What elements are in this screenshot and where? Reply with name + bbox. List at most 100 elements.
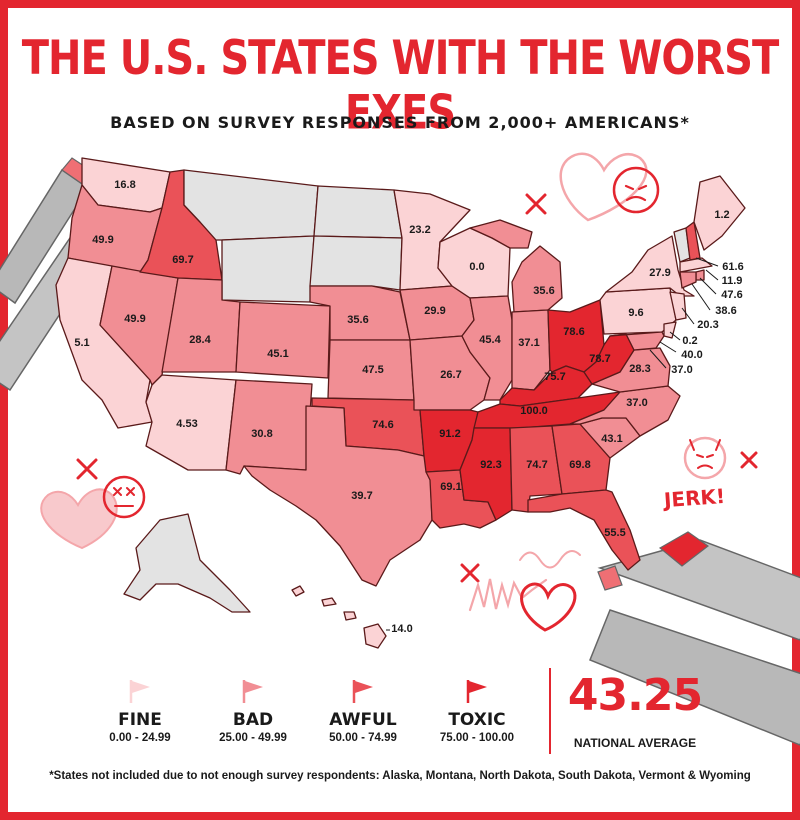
label-texas: 39.7 [351,490,372,502]
label-kansas: 47.5 [362,364,383,376]
flag-icon [129,680,150,703]
label-mississippi: 92.3 [480,459,501,471]
label-illinois: 45.4 [479,334,501,346]
label-arizona: 4.53 [176,418,197,430]
x-mark-icon [525,193,547,215]
state-labels: 16.8 49.9 5.1 49.9 69.7 28.4 4.53 45.1 3… [74,179,743,635]
legend-divider [549,668,551,754]
state-massachusetts [679,257,713,273]
state-maine [693,175,746,251]
label-new-mexico: 30.8 [251,428,272,440]
label-florida: 55.5 [604,527,625,539]
legend-item-bad: BAD 25.00 - 49.99 [203,678,303,758]
label-new-hampshire: 61.6 [722,261,743,273]
label-pennsylvania: 9.6 [628,307,643,319]
label-utah: 28.4 [189,334,211,346]
legend-item-fine: FINE 0.00 - 24.99 [90,678,190,758]
label-delaware: 0.2 [682,335,697,347]
flag-icon [242,680,263,703]
label-north-carolina: 37.0 [626,397,647,409]
legend-label: TOXIC [448,710,506,730]
state-north-carolina [569,385,681,437]
heart-doodle-left [40,488,118,550]
label-tennessee: 100.0 [520,405,548,417]
legend-range: 75.00 - 100.00 [439,732,515,744]
legend-range: 25.00 - 49.99 [219,732,287,744]
state-new-jersey [669,291,687,321]
label-washington: 16.8 [114,179,135,191]
legend-range: 50.00 - 74.99 [329,732,397,744]
state-hawaii [291,585,387,649]
jerk-doodle-text: JERK! [661,484,726,512]
label-kentucky: 75.7 [544,371,565,383]
state-texas [243,405,433,587]
scribble-doodle [468,578,548,612]
label-west-virginia: 78.7 [589,353,610,365]
label-south-carolina: 43.1 [601,433,622,445]
doodles: JERK! [40,152,758,632]
squiggle-doodle [519,550,581,569]
state-south-dakota [309,235,403,291]
label-colorado: 45.1 [267,348,288,360]
devil-face-icon [683,436,727,480]
legend-range: 0.00 - 24.99 [109,732,171,744]
x-mark-icon [460,563,480,583]
legend-label: BAD [232,710,274,730]
legend-item-awful: AWFUL 50.00 - 74.99 [313,678,413,758]
label-louisiana: 69.1 [440,481,461,493]
footnote: *States not included due to not enough s… [49,770,751,782]
label-district-of-columbia: 37.0 [671,364,692,376]
label-virginia: 28.3 [629,363,650,375]
state-maryland [609,331,665,351]
label-wisconsin: 0.0 [469,261,484,273]
marker-right [589,531,800,746]
label-new-jersey: 20.3 [697,319,718,331]
label-michigan: 35.6 [533,285,554,297]
label-minnesota: 23.2 [409,224,430,236]
state-michigan [469,219,563,313]
state-connecticut [679,271,697,289]
national-average-value: 43.25 [567,670,703,721]
label-rhode-island: 47.6 [721,289,742,301]
label-hawaii: 14.0 [391,623,412,635]
label-georgia: 69.8 [569,459,590,471]
label-new-york: 27.9 [649,267,670,279]
state-florida [527,489,641,571]
label-alabama: 74.7 [526,459,547,471]
states-layer [55,157,746,649]
state-new-mexico [225,379,313,475]
heart-doodle-top [559,152,648,222]
label-connecticut: 38.6 [715,305,736,317]
state-colorado [235,301,331,379]
state-alaska [123,513,251,613]
label-california: 5.1 [74,337,89,349]
label-oregon: 49.9 [92,234,113,246]
national-average-label: NATIONAL AVERAGE [573,736,697,750]
label-oklahoma: 74.6 [372,419,393,431]
legend-label: FINE [118,710,162,730]
x-mark-icon [740,451,758,469]
x-mark-icon [76,458,98,480]
label-maine: 1.2 [714,209,729,221]
label-indiana: 37.1 [518,337,539,349]
angry-face-icon [612,166,660,214]
page-subtitle: BASED ON SURVEY RESPONSES FROM 2,000+ AM… [110,113,690,132]
label-massachusetts: 11.9 [722,275,743,287]
label-iowa: 29.9 [424,305,445,317]
dizzy-face-icon [102,475,146,519]
legend-item-toxic: TOXIC 75.00 - 100.00 [422,678,532,758]
label-missouri: 26.7 [440,369,461,381]
label-arkansas: 91.2 [439,428,460,440]
flag-icon [466,680,487,703]
state-north-dakota [313,185,403,239]
page-title: THE U.S. STATES WITH THE WORST EXES [21,31,780,141]
state-wyoming [221,235,315,303]
state-illinois [461,295,513,401]
label-maryland: 40.0 [681,349,702,361]
heart-doodle-bottom [520,582,577,632]
label-nevada: 49.9 [124,313,145,325]
leader-lines [386,257,719,631]
flag-icon [352,680,373,703]
legend-label: AWFUL [329,710,397,730]
